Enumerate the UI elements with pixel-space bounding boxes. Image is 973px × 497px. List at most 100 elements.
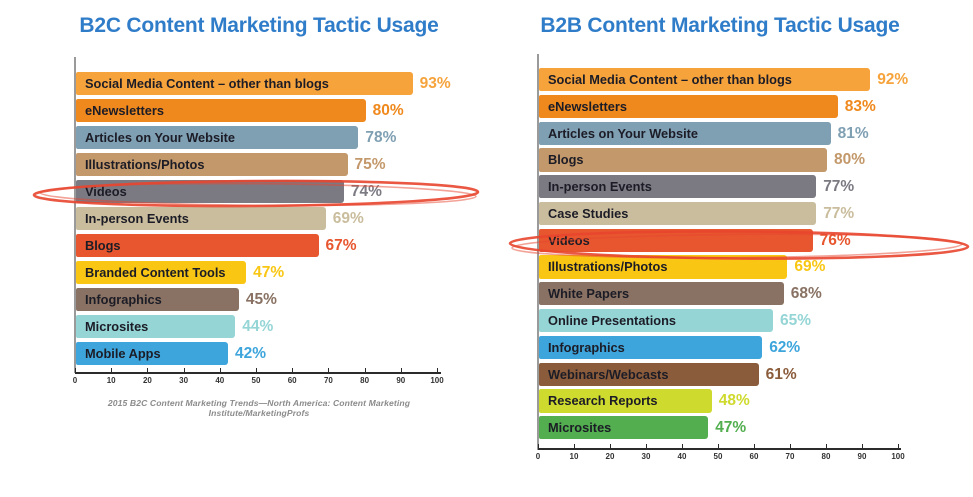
- bar-value: 81%: [837, 124, 869, 142]
- bar-label: Articles on Your Website: [548, 125, 699, 141]
- axis-tick: [147, 368, 149, 373]
- bar: [539, 335, 763, 359]
- axis-tick: [574, 444, 575, 449]
- bar-value: 44%: [242, 317, 274, 335]
- bar-row: eNewsletters 83%: [539, 94, 901, 118]
- bar: [539, 94, 838, 118]
- bar: [76, 98, 366, 123]
- x-axis-b2c: 0 10 20 30 40 50 60 70 80 90 100: [73, 368, 444, 388]
- bar: [539, 255, 788, 279]
- axis-tick: [364, 368, 366, 373]
- axis-tick: [256, 368, 257, 373]
- axis-tick-label: 50: [251, 376, 261, 385]
- bar: [539, 309, 773, 333]
- bar-label: Illustrations/Photos: [548, 259, 668, 275]
- bar-label: Social Media Content – other than blogs: [85, 76, 329, 91]
- axis-tick: [862, 444, 863, 449]
- bar: [539, 362, 759, 386]
- bar-row: Webinars/Webcasts 61%: [539, 362, 901, 386]
- bar-value: 78%: [365, 128, 397, 146]
- bar-value: 68%: [790, 285, 822, 303]
- bar-row: eNewsletters 80%: [76, 98, 442, 123]
- axis-tick: [437, 368, 438, 373]
- axis-tick: [538, 444, 539, 449]
- bar: [539, 175, 817, 199]
- axis-tick-label: 30: [641, 452, 651, 461]
- bar: [76, 72, 413, 96]
- bar: [76, 233, 319, 258]
- x-axis-baseline: [75, 372, 441, 374]
- bar-label: In-person Events: [548, 179, 652, 195]
- bar-row: In-person Events 69%: [76, 206, 442, 231]
- axis-tick: [682, 444, 683, 449]
- axis-tick-label: 0: [535, 452, 541, 461]
- bar: [76, 125, 359, 150]
- x-axis-b2b: 0 10 20 30 40 50 60 70 80 90 100: [536, 444, 905, 464]
- axis-tick-label: 80: [821, 452, 831, 461]
- chart-footnote: 2015 B2C Content Marketing Trends—North …: [107, 398, 411, 418]
- chart-title-b2b: B2B Content Marketing Tactic Usage: [540, 14, 900, 37]
- bar-value: 67%: [325, 236, 357, 254]
- bar-value: 69%: [794, 258, 826, 276]
- chart-title-b2c: B2C Content Marketing Tactic Usage: [79, 14, 439, 37]
- bar-row: Articles on Your Website 78%: [76, 125, 442, 150]
- bar-row: Microsites 47%: [539, 416, 901, 440]
- bar-value: 74%: [350, 182, 382, 200]
- axis-tick: [292, 368, 294, 373]
- axis-tick-label: 90: [857, 452, 867, 461]
- bar: [76, 314, 236, 339]
- axis-tick-label: 50: [713, 452, 723, 461]
- axis-tick-label: 40: [215, 376, 225, 385]
- bar: [76, 206, 326, 231]
- axis-tick: [754, 444, 755, 449]
- bar-value: 77%: [823, 178, 855, 196]
- bar: [76, 287, 239, 312]
- bar-label: White Papers: [548, 286, 630, 302]
- bar-row: Social Media Content – other than blogs 9…: [539, 68, 908, 92]
- bar-value: 92%: [877, 71, 909, 88]
- bar-row: Infographics 45%: [76, 287, 442, 312]
- bar-label: Research Reports: [548, 393, 658, 409]
- bar: [539, 201, 817, 226]
- bar-plot-b2c: Social Media Content – other than blogs 9…: [76, 72, 451, 369]
- bar-row: In-person Events 77%: [539, 175, 901, 199]
- axis-tick-label: 30: [179, 376, 189, 385]
- bar-label: Social Media Content – other than blogs: [548, 72, 792, 87]
- bar-value: 62%: [769, 338, 801, 356]
- axis-tick: [646, 444, 647, 449]
- axis-tick: [219, 368, 221, 373]
- axis-tick-label: 60: [749, 452, 759, 461]
- axis-tick-label: 60: [287, 376, 297, 385]
- bar-label: Blogs: [548, 152, 584, 168]
- axis-tick-label: 90: [396, 376, 406, 385]
- bar-row: Blogs 80%: [539, 148, 901, 172]
- bar-value: 42%: [235, 344, 267, 362]
- axis-tick: [718, 444, 719, 449]
- bar-label: Infographics: [548, 339, 625, 355]
- bar: [539, 121, 831, 145]
- bar-row: White Papers 68%: [539, 282, 901, 306]
- bar-label: Articles on Your Website: [85, 129, 236, 145]
- axis-tick: [400, 368, 402, 373]
- bar-row: Online Presentations 65%: [539, 309, 901, 333]
- bar-row: Research Reports 48%: [539, 389, 901, 413]
- bar: [539, 148, 827, 172]
- bar: [76, 260, 247, 285]
- axis-tick: [328, 368, 330, 373]
- bar-value: 48%: [718, 392, 750, 410]
- bar-label: Branded Content Tools: [85, 264, 226, 280]
- axis-tick-label: 0: [72, 376, 78, 385]
- x-axis-baseline: [538, 448, 901, 450]
- bar-label: In-person Events: [85, 210, 189, 226]
- bar-value: 80%: [834, 151, 866, 169]
- axis-tick-label: 70: [785, 452, 795, 461]
- bar-label: Case Studies: [548, 205, 629, 221]
- axis-tick-label: 20: [142, 376, 152, 385]
- bar-label: Webinars/Webcasts: [548, 366, 669, 382]
- bar-label: Online Presentations: [548, 313, 677, 329]
- axis-tick-label: 40: [677, 452, 687, 461]
- bar: [539, 416, 709, 440]
- axis-tick: [111, 368, 113, 373]
- bar-label: Mobile Apps: [85, 345, 161, 361]
- bar-value: 69%: [332, 209, 364, 227]
